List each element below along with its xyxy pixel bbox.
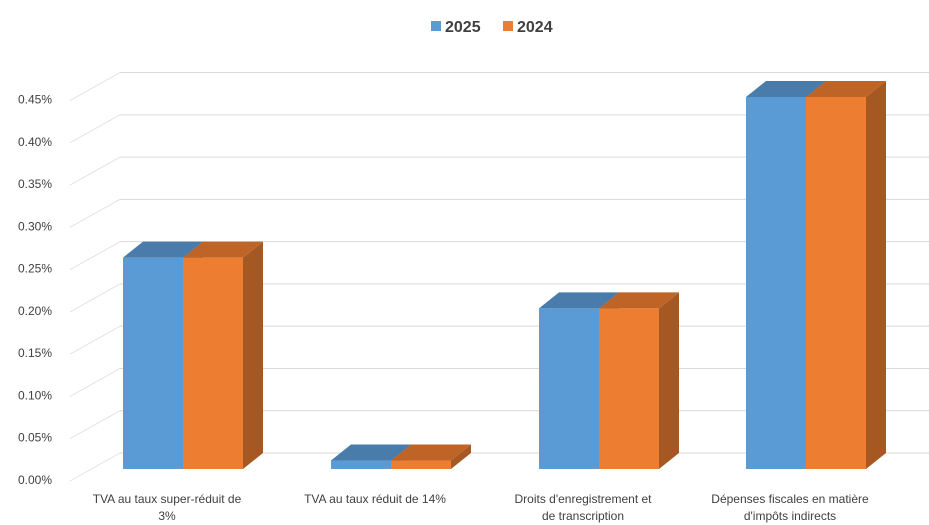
bar-side [659,292,679,469]
gridline-diagonal [69,241,121,271]
legend: 2025 2024 [431,19,553,36]
legend-item-2025: 2025 [431,19,481,36]
x-tick-label: TVA au taux super-réduit de 3% [93,492,242,523]
gridline-diagonal [69,283,121,313]
x-axis: TVA au taux super-réduit de 3% TVA au taux… [93,492,869,523]
bar-2024-3 [599,292,679,469]
x-tick-label: Dépenses fiscales en matière d'impôts ind… [711,492,869,523]
bar-top [123,241,203,258]
bar-front [123,257,183,469]
y-tick-label: 0.45% [18,93,52,107]
bar-2024-4 [806,81,886,469]
gridline-diagonal [69,410,121,440]
bar-side [451,444,471,469]
bar-2024-2 [391,444,471,469]
bar-top [806,81,886,97]
bar-top [183,241,263,258]
legend-label: 2025 [445,19,481,36]
gridline-diagonal [69,114,121,144]
legend-item-2024: 2024 [503,19,553,36]
y-tick-label: 0.10% [18,388,52,402]
y-tick-label: 0.00% [18,473,52,487]
gridline-diagonal [69,72,121,101]
gridline-diagonal [69,198,121,228]
y-tick-label: 0.35% [18,177,52,191]
gridline-diagonal [69,368,121,397]
y-tick-label: 0.15% [18,346,52,360]
bar-top [391,444,471,461]
bar-top [746,81,826,97]
legend-swatch [503,21,513,31]
gridline-diagonal [69,452,121,482]
bar-top [331,444,411,461]
y-axis: 0.00% 0.05% 0.10% 0.15% 0.20% 0.25% 0.30% 0.35%… [18,93,52,487]
gridline-diagonal [69,325,121,355]
y-tick-label: 0.20% [18,304,52,318]
y-tick-label: 0.40% [18,135,52,149]
legend-swatch [431,21,441,31]
bar-front [183,257,243,469]
gridline-diagonal [69,156,121,186]
x-tick-label: TVA au taux réduit de 14% [304,492,446,506]
bar-front [599,308,659,469]
bar-front [331,460,391,469]
bar-front [746,97,806,469]
bar-front [539,308,599,469]
bar-side [866,81,886,469]
bar-top [599,292,679,309]
bar-2024-1 [183,241,263,469]
bar-front [391,460,451,469]
bar-top [539,292,619,309]
y-tick-label: 0.30% [18,219,52,233]
y-tick-label: 0.05% [18,431,52,445]
bars [123,81,886,469]
legend-label: 2024 [517,19,553,36]
x-tick-label: Droits d'enregistrement et de transcripti… [514,492,652,523]
bar-front [806,97,866,469]
y-tick-label: 0.25% [18,262,52,276]
bar-side [243,241,263,469]
